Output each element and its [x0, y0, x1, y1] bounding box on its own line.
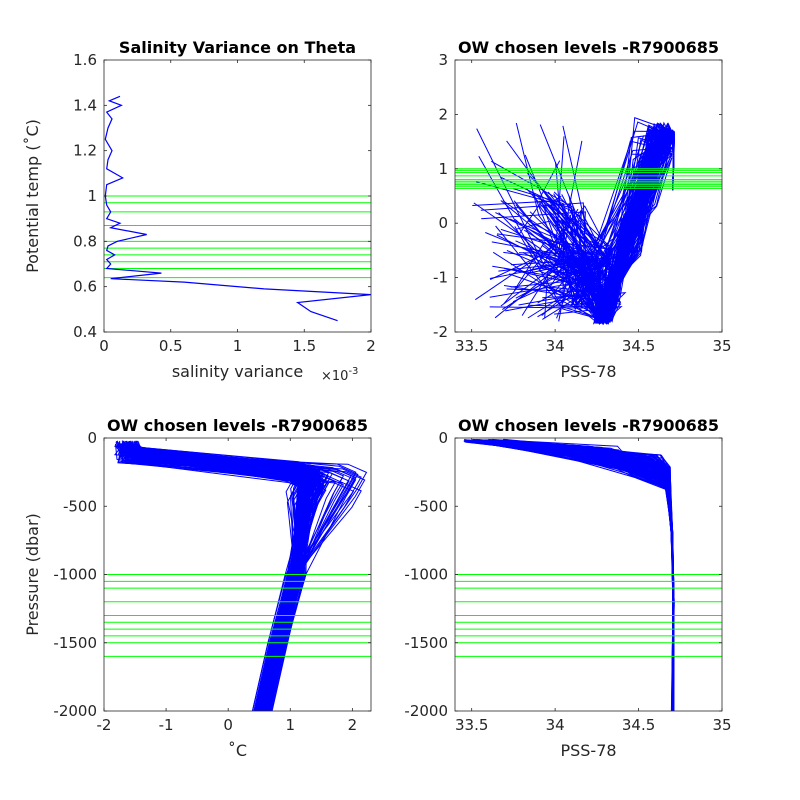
y-tick-label: 0.8 — [73, 232, 97, 250]
x-axis-label: PSS-78 — [560, 741, 616, 760]
x-tick-label: -2 — [97, 716, 112, 734]
x-exponent-power: -3 — [348, 366, 358, 377]
y-tick-label: -1500 — [53, 634, 97, 652]
y-tick-label: -500 — [63, 497, 97, 515]
panel-salinity-variance: 0 0.5 1 1.5 2 0.4 0.6 0.8 1 1.2 1.4 1.6 Salinity Var… — [23, 38, 376, 384]
x-tick-label: 2 — [348, 716, 358, 734]
profile-line — [476, 117, 673, 308]
y-tick-label: 1.6 — [73, 51, 97, 69]
plot-content — [104, 440, 371, 711]
profile-line — [120, 444, 357, 711]
y-tick-label: 1.4 — [73, 96, 97, 114]
y-tick-label: 0 — [438, 214, 448, 232]
y-axis-label: Pressure (dbar) — [23, 513, 42, 636]
chart-title: OW chosen levels -R7900685 — [458, 416, 719, 435]
y-tick-label: -2 — [433, 323, 448, 341]
y-tick-label: -1500 — [404, 634, 448, 652]
profile-line — [124, 442, 310, 711]
panel-theta-salinity: 33.5 34 34.5 35 -2 -1 0 1 2 3 OW chosen levels -R7… — [433, 38, 732, 381]
x-tick-label: 34 — [546, 337, 565, 355]
x-tick-label: 2 — [366, 337, 376, 355]
profile-line — [130, 443, 303, 711]
x-tick-label: 0 — [99, 337, 109, 355]
profile-line — [129, 443, 324, 711]
y-tick-label: -1000 — [53, 566, 97, 584]
y-tick-label: -2000 — [53, 702, 97, 720]
y-axis-label: Potential temp (˚C) — [23, 119, 42, 273]
y-tick-label: 1.2 — [73, 142, 97, 160]
plot-content — [104, 95, 371, 322]
profile-line — [118, 444, 321, 711]
y-tick-label: 1 — [87, 187, 97, 205]
x-tick-label: 1.5 — [292, 337, 316, 355]
y-tick-label: 2 — [438, 105, 448, 123]
chart-title: OW chosen levels -R7900685 — [107, 416, 368, 435]
y-tick-label: 3 — [438, 51, 448, 69]
x-axis-label: ˚C — [228, 741, 247, 760]
x-tick-label: 33.5 — [455, 337, 488, 355]
profile-line — [515, 133, 675, 325]
x-tick-label: 1 — [233, 337, 243, 355]
chart-title: OW chosen levels -R7900685 — [458, 38, 719, 57]
y-tick-label: 0.4 — [73, 323, 97, 341]
profile-line — [528, 127, 673, 274]
x-tick-label: 34 — [546, 716, 565, 734]
profile-line — [502, 140, 675, 322]
x-tick-label: 34.5 — [622, 337, 655, 355]
y-tick-label: 0.6 — [73, 278, 97, 296]
x-axis-label: salinity variance — [172, 362, 303, 381]
x-tick-label: 34.5 — [622, 716, 655, 734]
x-tick-label: 1 — [286, 716, 296, 734]
panel-temperature-pressure: -2 -1 0 1 2 -2000 -1500 -1000 -500 0 OW chosen lev… — [23, 416, 372, 760]
y-tick-label: -1000 — [404, 566, 448, 584]
x-tick-label: -1 — [159, 716, 174, 734]
x-exponent-base: ×10 — [321, 369, 348, 384]
x-tick-label: 0 — [223, 716, 233, 734]
y-tick-label: -2000 — [404, 702, 448, 720]
variance-series-line — [104, 95, 371, 322]
y-tick-label: 0 — [87, 429, 97, 447]
x-axis-label: PSS-78 — [560, 362, 616, 381]
x-tick-label: 35 — [712, 337, 731, 355]
y-tick-label: -500 — [414, 497, 448, 515]
y-tick-label: -1 — [433, 269, 448, 287]
panel-salinity-pressure: 33.5 34 34.5 35 -2000 -1500 -1000 -500 0 OW chose… — [404, 416, 731, 760]
y-tick-label: 0 — [438, 429, 448, 447]
profile-line — [121, 443, 313, 711]
profile-line — [472, 150, 673, 272]
y-tick-label: 1 — [438, 160, 448, 178]
x-tick-label: 33.5 — [455, 716, 488, 734]
x-tick-label: 35 — [712, 716, 731, 734]
chart-title: Salinity Variance on Theta — [119, 38, 356, 57]
x-tick-label: 0.5 — [159, 337, 183, 355]
x-exponent-label: ×10-3 — [321, 366, 358, 384]
plot-content — [455, 438, 722, 711]
axes-frame — [454, 59, 723, 333]
plot-content — [455, 117, 722, 326]
